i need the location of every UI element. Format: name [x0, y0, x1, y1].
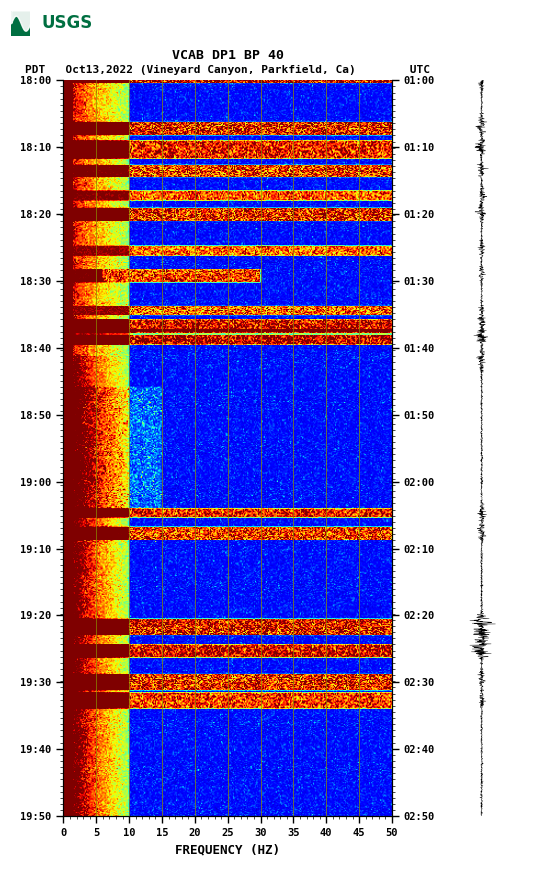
Text: PDT   Oct13,2022 (Vineyard Canyon, Parkfield, Ca)        UTC: PDT Oct13,2022 (Vineyard Canyon, Parkfie… — [25, 64, 430, 75]
X-axis label: FREQUENCY (HZ): FREQUENCY (HZ) — [175, 844, 280, 856]
Text: USGS: USGS — [41, 14, 93, 32]
Text: VCAB DP1 BP 40: VCAB DP1 BP 40 — [172, 49, 284, 62]
